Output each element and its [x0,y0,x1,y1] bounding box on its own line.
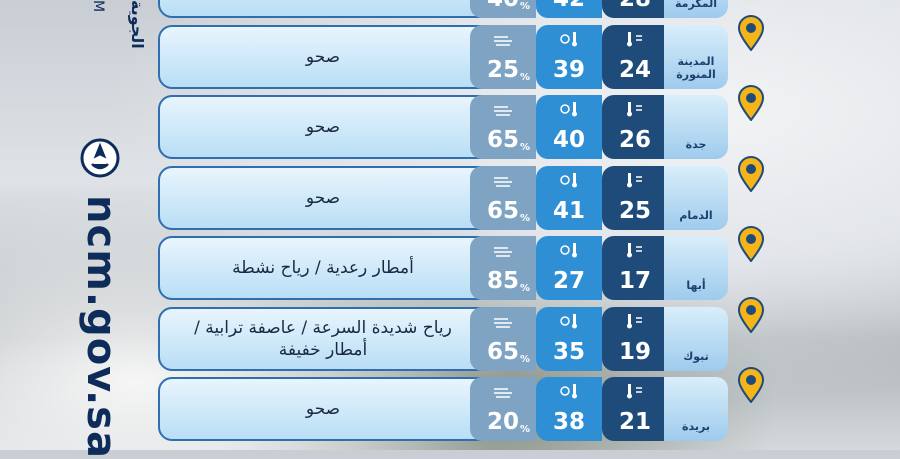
weather-description: أمطار رعدية / رياح نشطة [158,236,488,300]
location-pin [737,296,765,333]
percent-sign: % [519,142,530,153]
hum-cell: 20% [470,377,536,441]
min-icon [627,243,642,258]
location-pin [737,155,765,192]
hum-cell: 25% [470,24,536,89]
weather-description: رياح شديدة السرعة / عاصفة ترابية / أمطار… [158,306,488,371]
min-icon [627,313,642,328]
hum-cell: 65% [470,165,536,230]
hum-value: 65 [486,197,519,224]
max-cell: 38 [536,377,602,441]
corner-letter: M [90,0,107,13]
hum-icon [494,317,512,328]
max-icon [560,384,577,399]
min-cell: 26 [602,95,668,159]
percent-sign: % [519,1,530,12]
hum-icon [494,247,512,257]
location-pin [737,226,765,262]
city-name: تبوك [664,306,728,371]
location-pin [737,367,765,403]
side-word: الجوية [128,0,147,49]
site-url: ncm.gov.sa [78,195,124,459]
weather-description: صحو [158,377,488,441]
weather-row: أمطار رعدية / رياح نشطة 85% 27 17 أبها [158,226,765,300]
max-value: 38 [552,409,585,435]
hum-value: 20 [486,409,519,435]
min-cell: 24 [602,24,668,89]
max-cell: 41 [536,165,602,230]
weather-description: صحو [158,24,488,89]
min-cell: 21 [602,377,668,441]
percent-sign: % [519,71,530,83]
min-value: 21 [618,409,651,435]
percent-sign: % [519,424,530,435]
hum-cell: 40% [470,0,536,18]
hum-cell: 85% [470,236,536,300]
weather-description: صحو [158,165,488,230]
min-value: 17 [618,268,651,294]
hum-icon [494,106,512,116]
hum-cell: 65% [470,95,536,159]
city-name: أبها [664,236,728,300]
weather-description [158,0,488,18]
weather-row: صحو 65% 41 25 الدمام [158,155,765,230]
weather-description: صحو [158,95,488,159]
min-icon [627,31,642,46]
min-icon [627,384,642,399]
weather-row: صحو 20% 38 21 بريدة [158,367,765,441]
hum-value: 85 [486,268,519,294]
max-cell: 42 [536,0,602,18]
weather-row: صحو 65% 40 26 جدة [158,85,765,159]
percent-sign: % [519,353,530,365]
max-cell: 27 [536,236,602,300]
min-cell: 17 [602,236,668,300]
weather-row: 40%4228المكرمة [158,0,728,18]
max-icon [560,31,577,46]
location-pin [737,14,765,51]
hum-cell: 65% [470,306,536,371]
min-cell: 25 [602,165,668,230]
city-name: المدينة المنورة [664,24,728,89]
max-value: 35 [552,338,585,365]
max-icon [560,172,577,187]
max-cell: 35 [536,306,602,371]
max-value: 40 [552,127,585,153]
min-cell: 28 [602,0,668,18]
hum-icon [494,388,512,398]
min-icon [627,172,642,187]
hum-icon [494,35,512,46]
city-name: الدمام [664,165,728,230]
max-cell: 40 [536,95,602,159]
percent-sign: % [519,212,530,224]
min-value: 26 [618,127,651,153]
hum-value: 65 [486,338,519,365]
percent-sign: % [519,283,530,294]
max-icon [560,102,577,117]
max-value: 41 [552,197,585,224]
max-icon [560,243,577,258]
location-pin [737,85,765,121]
min-value: 19 [618,338,651,365]
weather-row: صحو 25% 39 24 المدينة المنورة [158,14,765,89]
min-value: 25 [618,197,651,224]
max-value: 39 [552,56,585,83]
hum-value: 65 [486,127,519,153]
logo [80,138,120,178]
min-value: 28 [602,0,668,12]
max-value: 42 [536,0,602,12]
max-cell: 39 [536,24,602,89]
city-name: المكرمة [664,0,728,18]
min-value: 24 [618,56,651,83]
hum-value: 40 [470,0,536,12]
city-name: بريدة [664,377,728,441]
hum-icon [494,176,512,187]
city-name: جدة [664,95,728,159]
min-cell: 19 [602,306,668,371]
weather-row: رياح شديدة السرعة / عاصفة ترابية / أمطار… [158,296,765,371]
max-value: 27 [552,268,585,294]
hum-value: 25 [486,56,519,83]
max-icon [560,313,577,328]
min-icon [627,102,642,117]
